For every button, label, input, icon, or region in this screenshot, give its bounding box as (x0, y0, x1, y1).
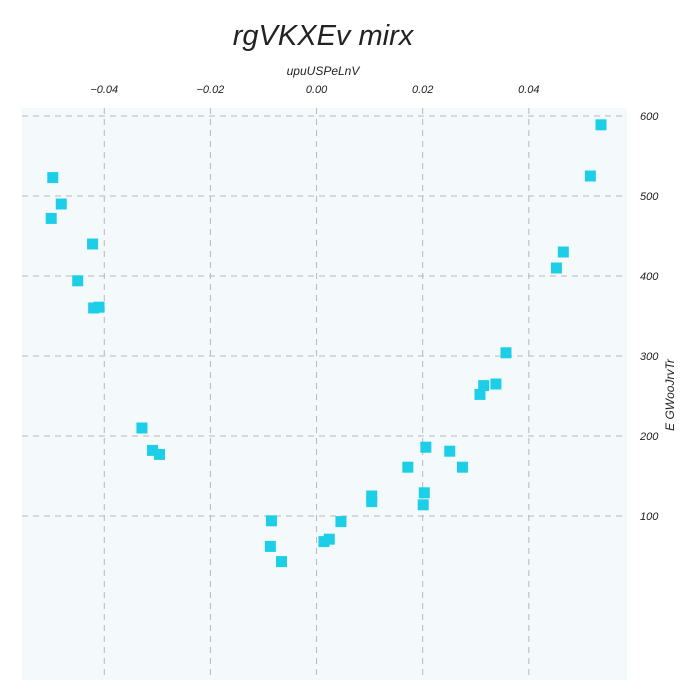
chart-title: rgVKXEv mirx (233, 20, 415, 52)
data-point (418, 487, 430, 499)
y-tick-label: 200 (639, 431, 659, 443)
y-axis-label: E GWooJrvTr (663, 358, 677, 431)
x-tick-label: 0.04 (518, 84, 539, 96)
y-tick-label: 500 (640, 191, 659, 203)
data-point (276, 556, 288, 568)
x-tick-label: 0.02 (412, 84, 433, 96)
data-point (265, 515, 277, 527)
data-point (366, 490, 378, 502)
x-axis-label: upuUSPeLnV (287, 64, 361, 78)
data-point (474, 388, 486, 400)
data-point (366, 496, 378, 508)
data-point (456, 461, 468, 473)
data-point (557, 246, 569, 258)
data-point (264, 540, 276, 552)
data-point (595, 119, 607, 131)
data-point (45, 212, 57, 224)
y-tick-label: 600 (640, 111, 659, 123)
x-tick-label: 0.00 (306, 84, 328, 96)
x-tick-label: −0.04 (90, 84, 118, 96)
data-point (478, 380, 490, 392)
y-tick-label: 100 (640, 511, 659, 523)
data-point (93, 301, 105, 313)
data-point (444, 445, 456, 457)
data-point (417, 499, 429, 511)
data-point (72, 275, 84, 287)
data-point (323, 533, 335, 545)
data-point (47, 172, 59, 184)
data-point (420, 441, 432, 453)
data-point (490, 378, 502, 390)
data-point (550, 262, 562, 274)
data-point (584, 170, 596, 182)
data-point (147, 444, 159, 456)
data-point (335, 516, 347, 528)
data-point (153, 448, 165, 460)
data-point (55, 198, 67, 210)
data-point (136, 422, 148, 434)
y-tick-label: 400 (640, 271, 659, 283)
y-tick-label: 300 (640, 351, 659, 363)
data-point (500, 347, 512, 359)
data-point (402, 461, 414, 473)
plot-background (22, 108, 627, 680)
data-point (87, 238, 99, 250)
plot-area: −0.04 −0.02 0.00 0.02 0.04 100 200 300 400 500 600 (22, 84, 659, 680)
x-tick-label: −0.02 (196, 84, 224, 96)
